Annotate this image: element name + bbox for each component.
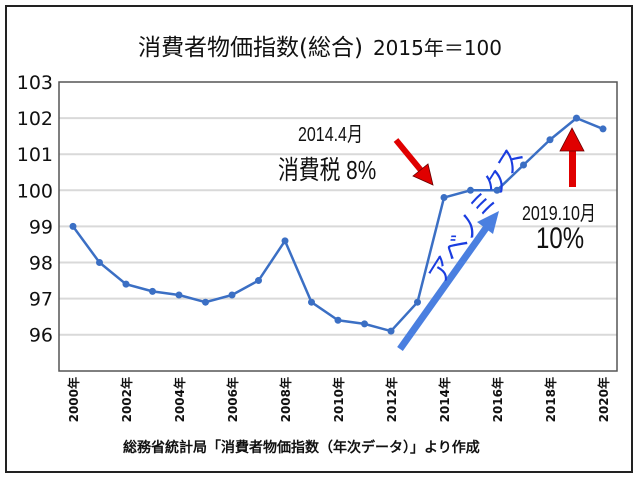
x-tick-label: 2012年 [384, 377, 399, 422]
data-point [546, 136, 554, 144]
subtitle-text: 2015年＝100 [372, 36, 503, 60]
x-tick-label: 2006年 [225, 377, 240, 422]
tax10-date-label: 2019.10月 [522, 203, 596, 225]
title-text: 消費者物価指数(総合) [137, 35, 363, 61]
x-tick-label: 2002年 [119, 377, 134, 422]
x-tick-label: 2014年 [437, 377, 452, 422]
data-point [361, 320, 368, 328]
data-point [493, 186, 501, 194]
red-arrow-head [412, 163, 434, 186]
x-tick-label: 2020年 [596, 377, 611, 422]
y-tick-label: 100 [17, 180, 53, 202]
x-tick-label: 2000年 [66, 377, 81, 422]
data-point [202, 298, 209, 306]
y-tick-label: 96 [29, 325, 53, 347]
data-point [175, 291, 183, 299]
x-tick-label: 2016年 [490, 377, 505, 422]
red-arrow-shaft [393, 138, 427, 176]
data-point [387, 327, 395, 335]
data-point [228, 291, 236, 299]
x-tick-label: 2004年 [172, 377, 187, 422]
data-point [255, 277, 262, 285]
chart-frame [5, 5, 633, 473]
red-arrow-head [559, 127, 585, 152]
x-tick-label: 2008年 [278, 377, 293, 422]
data-point [122, 280, 130, 288]
y-tick-label: 97 [29, 289, 53, 311]
y-tick-label: 101 [17, 144, 53, 166]
tax8-label: 消費税 8% [278, 155, 377, 185]
source-note: 総務省統計局「消費者物価指数（年次データ）」より作成 [123, 440, 480, 456]
data-point [149, 287, 156, 295]
chart-title: 消費者物価指数(総合) 2015年＝100 [0, 28, 640, 62]
data-point [599, 125, 607, 133]
y-tick-label: 102 [17, 108, 53, 130]
red-arrow-shaft [569, 150, 576, 187]
tax10-label: 10% [536, 222, 585, 255]
x-tick-label: 2018年 [543, 377, 558, 422]
data-point [281, 237, 289, 245]
data-point [440, 194, 448, 202]
y-tick-label: 103 [17, 72, 53, 94]
data-point [573, 114, 580, 122]
tax8-date-label: 2014.4月 [298, 124, 363, 146]
blue-arrow-shaft [397, 225, 489, 352]
data-point [520, 161, 527, 169]
blue-arrow-head [477, 211, 499, 234]
y-tick-label: 98 [29, 253, 53, 275]
plot-area [58, 81, 618, 372]
data-point [308, 298, 315, 306]
data-point [467, 186, 474, 194]
y-tick-label: 99 [29, 216, 53, 238]
data-point [69, 222, 77, 230]
data-point [96, 259, 103, 266]
data-point [334, 316, 342, 324]
x-tick-label: 2010年 [331, 377, 346, 422]
data-point [414, 298, 421, 306]
